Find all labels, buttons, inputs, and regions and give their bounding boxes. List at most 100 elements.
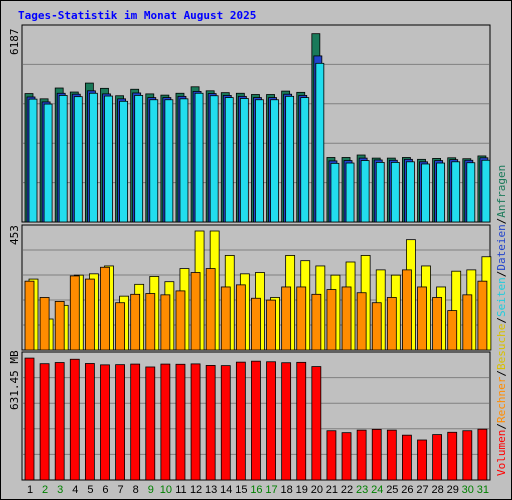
day-label: 28 (431, 484, 443, 496)
bar-volumen (326, 430, 337, 481)
bar-volumen (175, 363, 186, 481)
bar-rechner (220, 286, 231, 351)
bar-seiten (134, 95, 144, 223)
bar-volumen (205, 365, 216, 481)
bar-rechner (130, 293, 141, 351)
bar-rechner (356, 292, 367, 351)
legend-besuche: Besuche (495, 324, 508, 370)
day-label: 3 (57, 484, 63, 496)
bar-seiten (255, 99, 264, 223)
bar-rechner (326, 289, 337, 351)
legend-rechner: Rechner (495, 376, 508, 423)
bar-seiten (315, 62, 325, 223)
bar-rechner (402, 269, 412, 351)
bar-volumen (371, 428, 382, 481)
bar-volumen (417, 439, 427, 481)
bar-volumen (341, 432, 352, 481)
bar-rechner (235, 284, 246, 351)
legend-separator: / (495, 271, 508, 278)
bar-seiten (421, 163, 430, 223)
bar-rechner (447, 310, 458, 351)
day-label: 17 (265, 484, 277, 496)
bar-volumen (447, 431, 458, 481)
bar-volumen (145, 366, 156, 481)
day-label: 16 (250, 484, 262, 496)
bar-volumen (356, 429, 367, 481)
bar-volumen (115, 364, 125, 481)
bar-volumen (462, 430, 473, 481)
day-label: 12 (190, 484, 202, 496)
legend-separator: / (495, 317, 508, 324)
bar-rechner (371, 302, 382, 351)
bar-seiten (58, 95, 68, 223)
bar-seiten (466, 162, 476, 223)
day-label: 22 (341, 484, 353, 496)
bar-seiten (300, 97, 310, 223)
bar-rechner (145, 293, 156, 351)
bar-rechner (281, 286, 292, 351)
day-label: 5 (87, 484, 93, 496)
bar-volumen (24, 357, 35, 481)
bar-rechner (417, 286, 427, 351)
bar-seiten (149, 99, 159, 223)
legend-dateien: Dateien (495, 224, 508, 270)
bar-rechner (205, 268, 216, 351)
bar-volumen (100, 364, 110, 481)
chart-title: Tages-Statistik im Monat August 2025 (18, 9, 257, 22)
bar-rechner (266, 299, 276, 351)
bar-seiten (88, 92, 98, 223)
bar-volumen (69, 358, 80, 481)
bar-volumen (477, 428, 488, 481)
bar-rechner (24, 280, 35, 351)
bar-seiten (390, 162, 400, 223)
day-label: 23 (356, 484, 368, 496)
bar-volumen (251, 360, 261, 481)
day-label: 8 (133, 484, 139, 496)
legend-seiten: Seiten (495, 277, 508, 317)
bar-seiten (239, 98, 249, 223)
day-axis-labels: 1 2 3 4 5 6 7 8 9 10 11 12 13 14 15 16 17 18 19 20 21 22 23 24 2… (27, 484, 489, 496)
day-label: 14 (220, 484, 232, 496)
bar-rechner (69, 275, 80, 351)
bar-seiten (436, 162, 446, 223)
bar-seiten (270, 99, 279, 223)
bar-seiten (406, 161, 415, 223)
bar-seiten (194, 92, 204, 223)
day-label: 13 (205, 484, 217, 496)
bar-volumen (160, 363, 171, 481)
bar-rechner (190, 272, 201, 351)
bar-seiten (104, 95, 113, 223)
bar-seiten (43, 103, 53, 223)
bar-rechner (341, 286, 352, 351)
bar-seiten (179, 98, 189, 223)
bar-seiten (164, 99, 174, 223)
bar-rechner (296, 286, 307, 351)
bar-rechner (462, 294, 473, 351)
day-label: 6 (102, 484, 108, 496)
day-label: 9 (148, 484, 154, 496)
day-label: 24 (371, 484, 383, 496)
bar-volumen (235, 361, 246, 481)
bar-rechner (115, 302, 125, 351)
bar-volumen (432, 434, 443, 481)
day-label: 15 (235, 484, 247, 496)
bar-rechner (39, 297, 50, 351)
day-label: 11 (175, 484, 186, 496)
bar-rechner (432, 297, 443, 351)
legend-separator: / (495, 423, 508, 430)
bar-seiten (345, 162, 355, 223)
bars-layer (24, 33, 492, 481)
y-max-label-top: 6187 (8, 29, 21, 56)
bar-seiten (224, 97, 234, 223)
day-label: 4 (72, 484, 78, 496)
bar-volumen (39, 363, 50, 481)
bar-seiten (73, 96, 83, 223)
day-label: 20 (311, 484, 323, 496)
bar-volumen (190, 363, 201, 481)
bar-volumen (220, 365, 231, 481)
bar-volumen (54, 362, 65, 481)
bar-seiten (481, 159, 491, 223)
bar-volumen (402, 434, 412, 481)
day-label: 26 (401, 484, 413, 496)
